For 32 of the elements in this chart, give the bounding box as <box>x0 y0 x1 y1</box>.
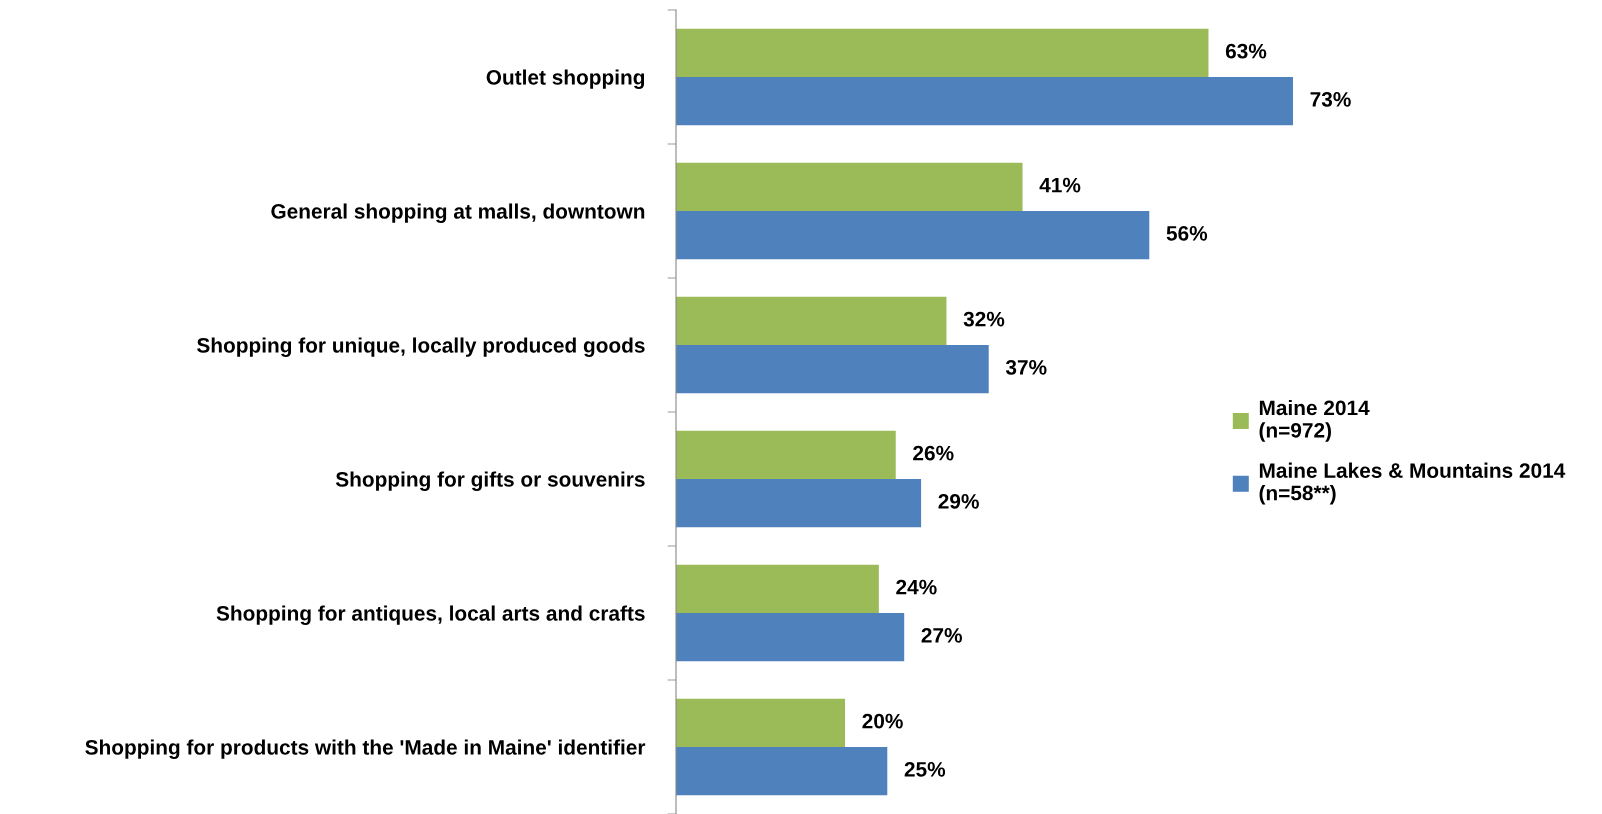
bar <box>676 747 888 796</box>
bar <box>676 162 1023 211</box>
y-tick-label: Shopping for antiques, local arts and crafts <box>216 605 645 625</box>
data-label: 32% <box>963 311 1005 327</box>
data-label: 26% <box>913 445 954 461</box>
legend-label: Maine Lakes & Mountains 2014 (n=58**) <box>1259 462 1566 505</box>
bar <box>676 296 947 345</box>
y-tick-label: Outlet shopping <box>486 69 645 89</box>
bar <box>676 77 1293 126</box>
bar <box>676 28 1209 77</box>
bar <box>676 613 905 662</box>
bar <box>676 479 922 528</box>
data-label: 73% <box>1310 91 1351 107</box>
y-tick-label: Shopping for products with the 'Made in Maine' identifier <box>85 739 646 759</box>
bar <box>676 698 846 747</box>
data-label: 20% <box>862 713 903 729</box>
y-tick-label: General shopping at malls, downtown <box>271 203 645 223</box>
bar <box>676 345 989 394</box>
y-tick-label: Shopping for unique, locally produced goods <box>197 337 645 357</box>
bar <box>676 564 879 613</box>
data-label: 56% <box>1166 225 1208 241</box>
legend-label: Maine 2014 (n=972) <box>1259 399 1370 442</box>
bar <box>676 430 896 479</box>
data-label: 37% <box>1005 359 1047 375</box>
data-label: 41% <box>1039 177 1081 193</box>
data-label: 24% <box>896 579 937 595</box>
bar <box>676 211 1150 260</box>
data-label: 25% <box>904 761 946 777</box>
data-label: 29% <box>938 493 979 509</box>
data-label: 27% <box>921 627 963 643</box>
y-tick-label: Shopping for gifts or souvenirs <box>335 471 645 491</box>
data-label: 63% <box>1225 43 1267 59</box>
